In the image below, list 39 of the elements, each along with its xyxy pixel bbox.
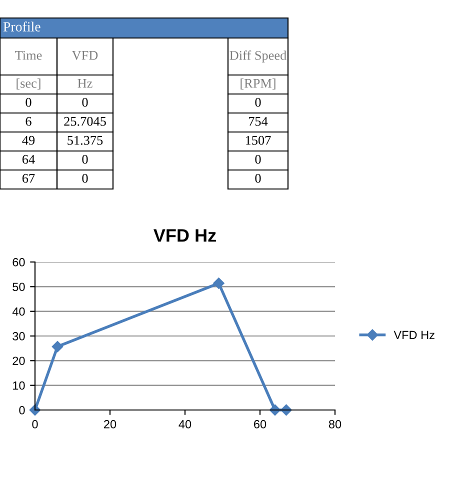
text: Time xyxy=(15,50,42,60)
text: 49 xyxy=(22,136,35,145)
legend-label: VFD Hz xyxy=(394,330,434,340)
text: 0 xyxy=(82,174,88,183)
x-tick-label: 0 xyxy=(32,420,38,428)
x-tick-label: 60 xyxy=(254,420,266,428)
text: 64 xyxy=(22,154,35,164)
point xyxy=(52,340,64,352)
y-tick-label: 10 xyxy=(13,381,25,390)
y-tick-label: 30 xyxy=(12,332,25,340)
point xyxy=(213,278,224,289)
x-tick-label: 20 xyxy=(104,420,116,428)
text: Hz xyxy=(78,79,92,88)
text: [RPM] xyxy=(240,78,276,90)
text: 6 xyxy=(26,116,32,126)
text: 1507 xyxy=(246,136,271,145)
text: Profile xyxy=(3,22,40,32)
text: 25.7045 xyxy=(64,116,106,126)
y-tick-label: 40 xyxy=(12,307,25,316)
text: [sec] xyxy=(16,78,40,90)
text: 51.375 xyxy=(68,136,103,145)
y-tick-label: 50 xyxy=(12,282,25,292)
text: 0 xyxy=(255,154,261,164)
text: VFD xyxy=(72,51,98,60)
y-tick-label: 20 xyxy=(12,356,25,366)
text: 0 xyxy=(82,98,88,107)
x-tick-label: 40 xyxy=(178,420,192,428)
text: 0 xyxy=(26,98,32,107)
text: Diff Speed xyxy=(230,50,286,63)
text: 0 xyxy=(255,174,261,183)
text: 754 xyxy=(248,116,268,126)
point xyxy=(280,404,292,416)
text: 0 xyxy=(82,154,88,164)
text: 67 xyxy=(22,174,35,183)
text: 0 xyxy=(255,98,261,107)
y-tick-label: 60 xyxy=(12,258,25,266)
x-tick-label: 80 xyxy=(328,420,342,428)
y-tick-label: 0 xyxy=(19,406,25,414)
chart-title: VFD Hz xyxy=(154,229,216,242)
